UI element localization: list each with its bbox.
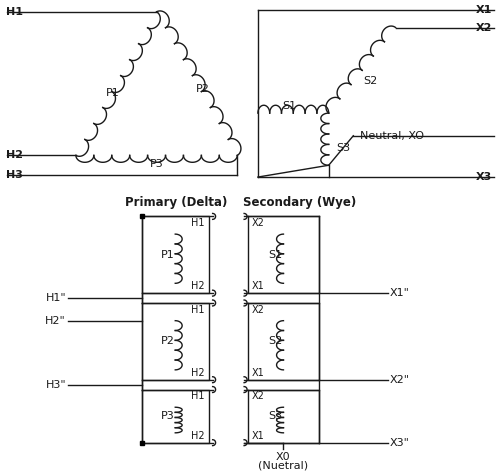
Text: S2: S2 xyxy=(268,336,282,346)
Text: H3": H3" xyxy=(46,380,66,390)
Text: H2: H2 xyxy=(191,431,204,441)
Text: S3: S3 xyxy=(268,411,282,421)
Text: X2: X2 xyxy=(252,218,265,228)
Text: H2: H2 xyxy=(191,368,204,378)
Text: H2: H2 xyxy=(6,150,23,161)
Text: S3: S3 xyxy=(336,143,350,153)
Text: X2: X2 xyxy=(474,23,491,32)
Text: Neutral, XO: Neutral, XO xyxy=(360,131,423,141)
Text: P1: P1 xyxy=(160,250,174,260)
Text: P3: P3 xyxy=(160,411,174,421)
Text: X3: X3 xyxy=(475,172,491,182)
Text: X1: X1 xyxy=(474,5,491,15)
Text: H2": H2" xyxy=(45,316,66,325)
Text: Primary (Delta): Primary (Delta) xyxy=(125,195,227,209)
Text: H1: H1 xyxy=(6,7,23,17)
Text: P1: P1 xyxy=(105,89,119,98)
Text: X1: X1 xyxy=(252,368,264,378)
Text: H3: H3 xyxy=(6,170,23,180)
Text: X1: X1 xyxy=(252,431,264,441)
Text: H1: H1 xyxy=(191,391,204,401)
Text: S1: S1 xyxy=(268,250,282,260)
Text: P3: P3 xyxy=(149,159,163,169)
Text: X2: X2 xyxy=(252,391,265,401)
Text: X1: X1 xyxy=(252,281,264,291)
Text: H1: H1 xyxy=(191,218,204,228)
Text: X2": X2" xyxy=(389,375,409,385)
Text: S2: S2 xyxy=(362,76,377,86)
Text: H2: H2 xyxy=(191,281,204,291)
Text: S1: S1 xyxy=(282,101,296,111)
Text: P2: P2 xyxy=(195,83,209,94)
Text: X3": X3" xyxy=(389,438,409,447)
Text: Secondary (Wye): Secondary (Wye) xyxy=(242,195,355,209)
Text: H1: H1 xyxy=(191,305,204,315)
Text: H1": H1" xyxy=(46,293,66,303)
Text: X1": X1" xyxy=(389,288,409,298)
Text: P2: P2 xyxy=(160,336,174,346)
Text: X2: X2 xyxy=(252,305,265,315)
Text: (Nuetral): (Nuetral) xyxy=(258,460,308,471)
Text: X0: X0 xyxy=(276,453,290,463)
